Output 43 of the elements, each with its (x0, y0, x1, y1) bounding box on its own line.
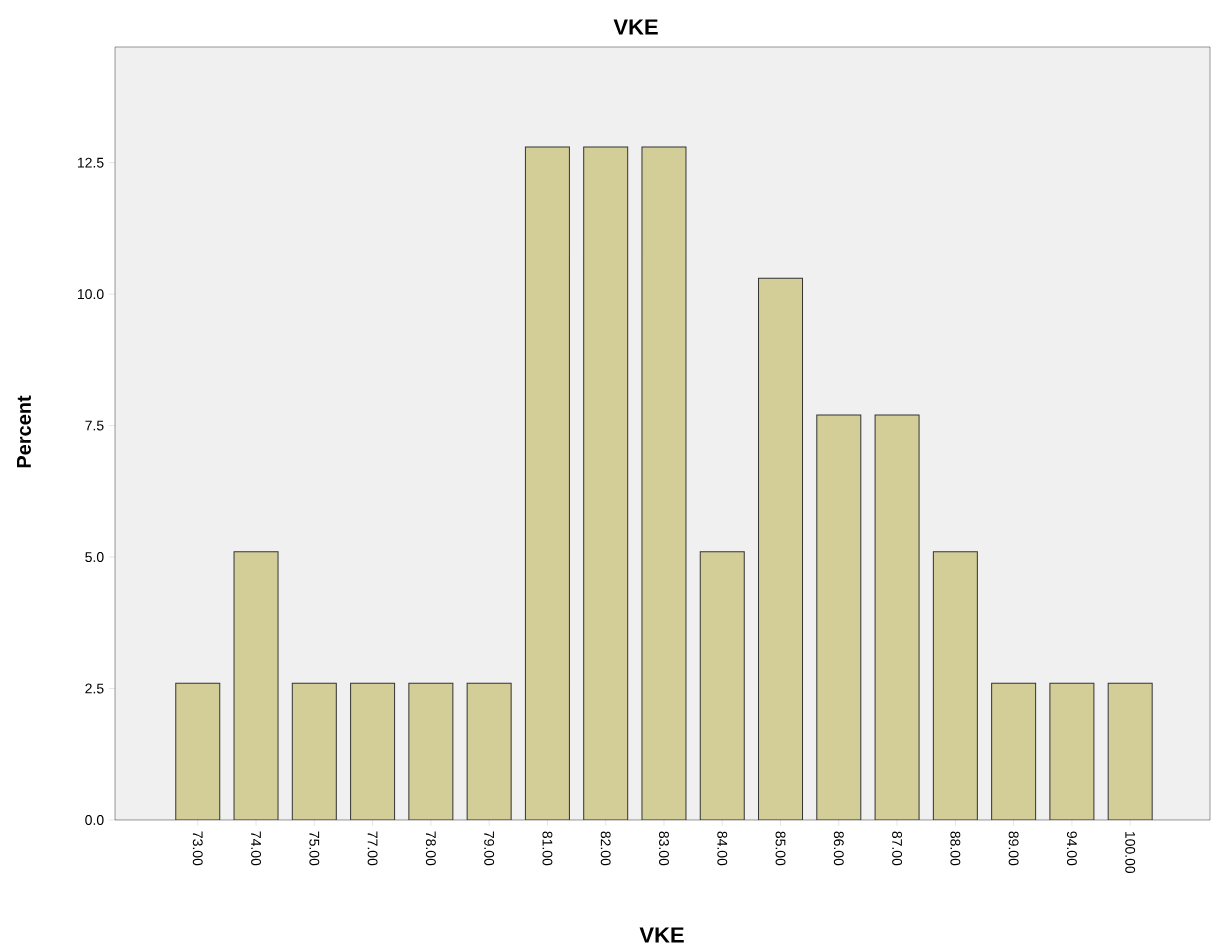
x-tick-label: 79.00 (484, 831, 495, 866)
bar (175, 683, 220, 820)
x-tick-label: 81.00 (542, 831, 553, 866)
bar (408, 683, 453, 820)
y-tick-label: 5.0 (85, 552, 104, 563)
bar (991, 683, 1036, 820)
x-tick-label: 82.00 (600, 831, 611, 866)
bar (875, 415, 920, 820)
bar (933, 551, 978, 820)
x-tick-label: 100.00 (1125, 831, 1136, 874)
x-tick-label: 86.00 (833, 831, 844, 866)
bar (525, 146, 570, 820)
y-tick-label: 7.5 (85, 420, 104, 431)
bar (816, 415, 861, 820)
x-tick-label: 77.00 (367, 831, 378, 866)
y-tick-label: 10.0 (77, 289, 104, 300)
bar (641, 146, 686, 820)
bar (700, 551, 745, 820)
x-tick-label: 74.00 (251, 831, 261, 866)
x-tick-label: 78.00 (425, 831, 436, 866)
y-axis-title: Percent (17, 395, 31, 468)
y-tick-label: 0.0 (85, 815, 104, 825)
bar (350, 683, 395, 820)
x-axis-title: VKE (639, 927, 684, 943)
bar (467, 683, 512, 820)
x-tick-label: 84.00 (717, 831, 728, 866)
bar (234, 551, 279, 820)
x-tick-label: 94.00 (1066, 831, 1077, 866)
x-tick-label: 85.00 (775, 831, 786, 866)
x-tick-label: 88.00 (950, 831, 961, 866)
y-tick-label: 2.5 (85, 683, 104, 694)
bar (292, 683, 337, 820)
x-tick-label: 73.00 (192, 831, 203, 866)
y-tick-label: 12.5 (77, 157, 104, 168)
x-tick-label: 83.00 (659, 831, 669, 866)
bar (1107, 682, 1153, 820)
bar (583, 146, 628, 820)
bar (1049, 683, 1094, 820)
x-tick-label: 89.00 (1008, 831, 1019, 866)
bar (758, 278, 803, 820)
chart-title: VKE (613, 19, 658, 35)
x-tick-label: 75.00 (309, 831, 320, 866)
x-tick-label: 87.00 (892, 831, 903, 866)
